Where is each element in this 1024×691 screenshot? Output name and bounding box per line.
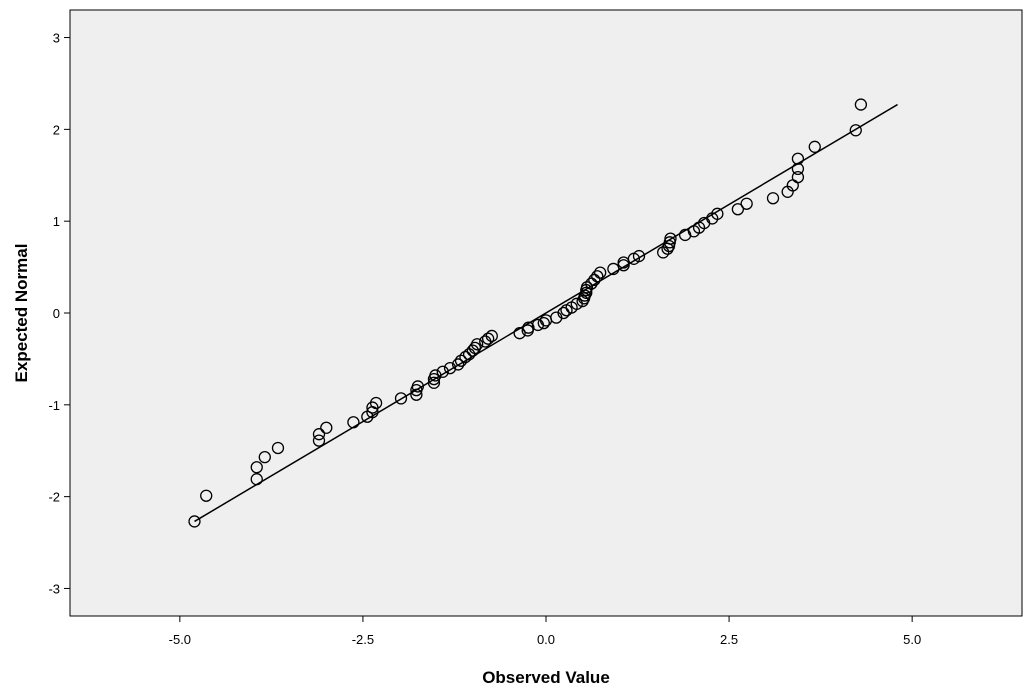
data-point	[740, 197, 753, 210]
x-tick-label: 5.0	[903, 632, 921, 647]
y-tick-label: -2	[48, 490, 60, 505]
y-tick-label: 1	[53, 214, 60, 229]
data-points	[188, 98, 868, 528]
x-axis-title: Observed Value	[482, 668, 610, 687]
data-point	[429, 369, 442, 382]
x-tick-label: -5.0	[169, 632, 191, 647]
x-tick-label: -2.5	[352, 632, 374, 647]
x-tick-label: 0.0	[537, 632, 555, 647]
data-point	[591, 270, 604, 283]
data-point	[854, 98, 868, 111]
y-tick-label: -1	[48, 398, 60, 413]
data-point	[791, 170, 805, 184]
data-point	[580, 286, 593, 299]
x-tick-label: 2.5	[720, 632, 738, 647]
data-point	[411, 380, 424, 393]
data-point	[271, 441, 285, 455]
data-point	[312, 428, 326, 441]
data-point	[200, 489, 213, 502]
data-point	[485, 329, 498, 343]
y-tick-label: -3	[48, 581, 60, 596]
data-point	[481, 332, 495, 345]
data-point	[766, 192, 780, 205]
data-point	[250, 461, 263, 474]
data-point	[394, 392, 408, 405]
y-axis: 3 2 1 0 -1 -2 -3	[48, 31, 70, 596]
data-point	[731, 203, 745, 216]
data-point	[537, 316, 550, 330]
reference-line	[194, 103, 898, 523]
data-point	[849, 124, 862, 137]
data-point	[258, 451, 271, 464]
data-point	[617, 259, 630, 272]
data-point	[632, 249, 646, 263]
y-tick-label: 3	[53, 31, 60, 46]
data-point	[250, 473, 263, 486]
data-point	[808, 140, 821, 153]
data-point	[580, 281, 594, 294]
data-point	[427, 376, 441, 389]
x-axis: -5.0 -2.5 0.0 2.5 5.0	[169, 616, 921, 647]
data-point	[513, 327, 526, 340]
data-point	[711, 207, 724, 220]
data-point	[451, 358, 465, 371]
data-point	[791, 162, 805, 175]
data-point	[188, 515, 201, 528]
data-point	[436, 365, 449, 378]
data-point	[369, 396, 383, 410]
data-point	[454, 354, 468, 367]
data-point	[410, 388, 423, 401]
y-tick-label: 2	[53, 122, 60, 137]
data-point	[664, 232, 677, 245]
data-point	[594, 266, 607, 279]
data-point	[459, 350, 472, 364]
data-point	[347, 416, 360, 429]
data-point	[791, 152, 805, 165]
y-axis-title: Expected Normal	[12, 244, 31, 383]
y-tick-label: 0	[53, 306, 60, 321]
data-point	[443, 361, 457, 375]
data-point	[320, 421, 333, 434]
data-point	[466, 344, 479, 357]
data-point	[312, 434, 326, 447]
data-point	[471, 338, 484, 351]
